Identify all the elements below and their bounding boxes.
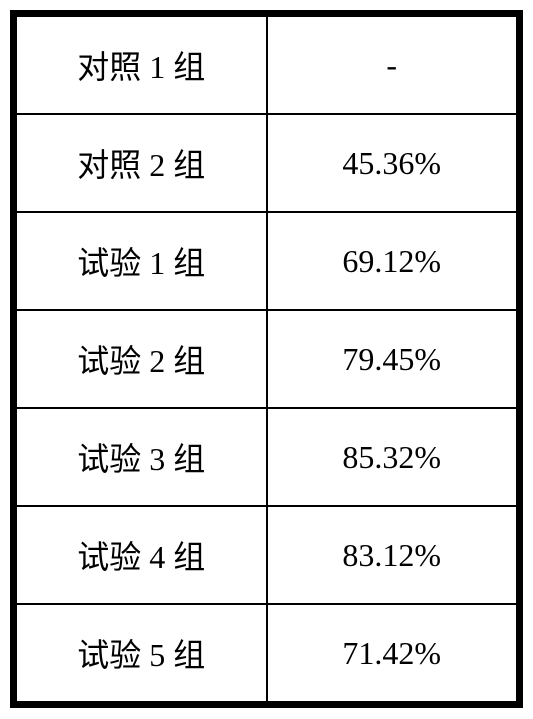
table-body: 对照 1 组 - 对照 2 组 45.36% 试验 1 组 69.12% 试验 … bbox=[16, 16, 517, 702]
table-row: 试验 1 组 69.12% bbox=[16, 212, 517, 310]
table-row: 对照 2 组 45.36% bbox=[16, 114, 517, 212]
group-cell: 对照 2 组 bbox=[16, 114, 267, 212]
group-cell: 试验 2 组 bbox=[16, 310, 267, 408]
table-row: 试验 4 组 83.12% bbox=[16, 506, 517, 604]
group-cell: 试验 5 组 bbox=[16, 604, 267, 702]
value-cell: 79.45% bbox=[267, 310, 518, 408]
group-cell: 对照 1 组 bbox=[16, 16, 267, 114]
group-cell: 试验 1 组 bbox=[16, 212, 267, 310]
value-cell: 83.12% bbox=[267, 506, 518, 604]
group-cell: 试验 3 组 bbox=[16, 408, 267, 506]
value-cell: 69.12% bbox=[267, 212, 518, 310]
data-table-container: 对照 1 组 - 对照 2 组 45.36% 试验 1 组 69.12% 试验 … bbox=[10, 10, 523, 708]
table-row: 试验 5 组 71.42% bbox=[16, 604, 517, 702]
value-cell: - bbox=[267, 16, 518, 114]
table-row: 试验 3 组 85.32% bbox=[16, 408, 517, 506]
table-row: 对照 1 组 - bbox=[16, 16, 517, 114]
value-cell: 45.36% bbox=[267, 114, 518, 212]
group-cell: 试验 4 组 bbox=[16, 506, 267, 604]
value-cell: 71.42% bbox=[267, 604, 518, 702]
table-row: 试验 2 组 79.45% bbox=[16, 310, 517, 408]
data-table: 对照 1 组 - 对照 2 组 45.36% 试验 1 组 69.12% 试验 … bbox=[15, 15, 518, 703]
value-cell: 85.32% bbox=[267, 408, 518, 506]
